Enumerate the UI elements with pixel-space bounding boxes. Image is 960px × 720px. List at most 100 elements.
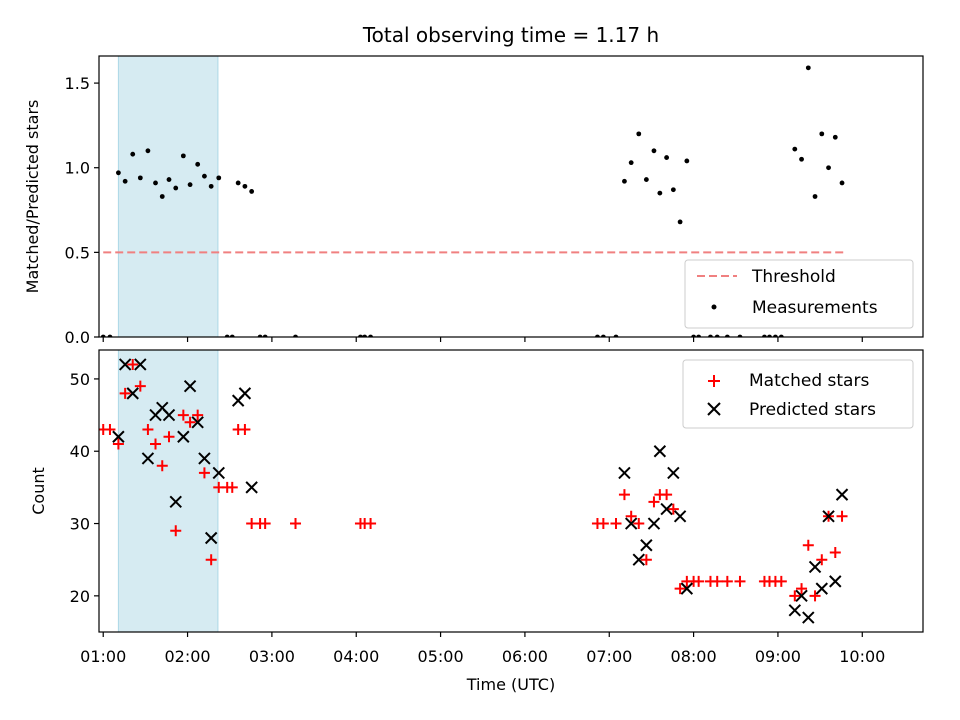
legend-threshold-label: Threshold (751, 267, 836, 287)
predicted-point (169, 495, 182, 509)
measurement-point (130, 151, 136, 157)
top-plot-area (100, 56, 846, 337)
matched-point (775, 575, 787, 587)
matched-point (184, 416, 196, 428)
predicted-point (647, 517, 661, 530)
y-tick-label: 1.5 (65, 74, 90, 93)
bottom-y-axis-label: Count (29, 467, 48, 515)
predicted-point (245, 481, 258, 494)
matched-point (633, 518, 645, 530)
matched-point (802, 539, 814, 551)
y-tick-label: 1.0 (65, 159, 90, 178)
measurement-point (208, 183, 214, 189)
y-tick-label: 0.5 (65, 243, 90, 262)
matched-point (150, 438, 162, 450)
bottom-legend: Matched stars Predicted stars (682, 359, 914, 429)
measurement-point (159, 194, 165, 199)
matched-point (226, 481, 238, 493)
predicted-point (618, 466, 631, 480)
matched-point (693, 575, 705, 587)
legend-predicted-swatch (707, 402, 721, 416)
predicted-point (162, 408, 176, 422)
measurement-point (202, 173, 207, 179)
predicted-point (238, 387, 252, 400)
series-predicted-stars (112, 358, 849, 624)
predicted-point (118, 358, 132, 371)
matched-point (809, 590, 821, 602)
x-tick-label: 07:00 (586, 647, 632, 666)
measurement-point (832, 134, 838, 140)
matched-point (661, 489, 673, 501)
legend-predicted-label: Predicted stars (749, 400, 876, 420)
measurement-point (677, 219, 683, 225)
measurement-point (819, 131, 825, 137)
y-tick-label: 20 (70, 587, 90, 606)
matched-point (119, 387, 131, 399)
matched-point (163, 431, 175, 443)
matched-point (170, 525, 182, 537)
predicted-point (632, 553, 645, 566)
x-tick-label: 03:00 (249, 647, 295, 666)
top-legend: Threshold Measurements (684, 259, 914, 329)
measurement-point (792, 146, 798, 152)
matched-point (239, 424, 251, 436)
legend-matched-swatch (708, 375, 720, 387)
matched-point (829, 546, 841, 558)
measurement-point (249, 189, 255, 194)
predicted-point (177, 430, 190, 443)
bottom-legend-frame (682, 359, 914, 429)
measurement-point (643, 177, 649, 182)
predicted-point (829, 575, 842, 588)
measurement-point (651, 148, 657, 154)
top-axes-frame (98, 55, 924, 338)
predicted-point (141, 452, 155, 465)
x-tick-label: 09:00 (755, 647, 801, 666)
predicted-point (680, 582, 694, 595)
measurement-point (216, 175, 222, 181)
matched-point (192, 409, 204, 421)
top-x-ticks (102, 337, 863, 342)
x-tick-label: 08:00 (671, 647, 717, 666)
matched-point (259, 518, 271, 530)
measurement-point (180, 153, 186, 159)
predicted-point (640, 539, 653, 552)
y-tick-label: 40 (70, 442, 90, 461)
predicted-point (660, 502, 673, 516)
legend-measurements-swatch (711, 304, 717, 310)
predicted-point (212, 466, 225, 480)
matched-point (789, 590, 801, 602)
matched-point (734, 575, 746, 587)
matched-point (156, 460, 168, 472)
predicted-point (134, 358, 147, 371)
predicted-point (204, 531, 218, 545)
legend-measurements-label: Measurements (752, 298, 878, 318)
measurement-point (242, 183, 248, 189)
predicted-point (653, 445, 667, 458)
predicted-point (802, 611, 815, 624)
matched-point (205, 554, 217, 566)
x-axis: 01:00 02:00 03:00 04:00 05:00 06:00 07:00 08:00… (80, 632, 885, 666)
legend-matched-label: Matched stars (749, 371, 869, 391)
measurement-point (799, 156, 804, 162)
x-axis-label: Time (UTC) (466, 675, 555, 694)
x-tick-label: 01:00 (80, 647, 126, 666)
series-matched-stars (99, 358, 848, 602)
measurement-point (137, 175, 143, 181)
predicted-point (112, 430, 125, 443)
matched-point (290, 518, 302, 530)
measurement-point (684, 158, 690, 164)
predicted-point (788, 604, 802, 617)
measurement-point (812, 194, 818, 199)
measurement-point (195, 161, 201, 167)
x-tick-label: 04:00 (333, 647, 379, 666)
measurement-point (235, 180, 241, 186)
matched-point (134, 380, 146, 392)
predicted-point (191, 416, 204, 429)
matched-point (365, 518, 377, 530)
measurement-point (122, 178, 128, 184)
matched-point (127, 358, 139, 370)
matched-point (142, 424, 154, 436)
measurement-point (628, 160, 634, 166)
matched-point (796, 583, 808, 595)
